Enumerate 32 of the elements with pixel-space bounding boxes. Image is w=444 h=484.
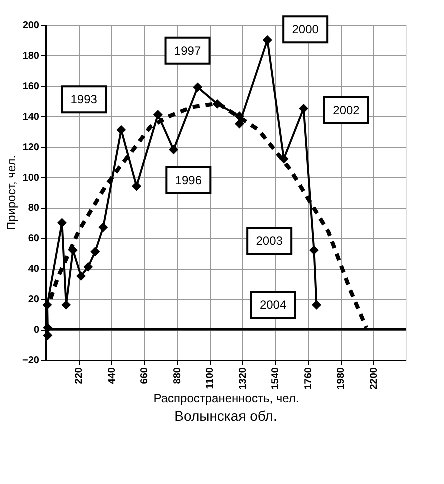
y-tick-label: 40 [28, 264, 40, 276]
x-tick-label: 1980 [336, 367, 348, 390]
y-tick-label: 120 [22, 142, 40, 154]
annotation: 1997 [174, 44, 202, 58]
x-tick-label: 660 [140, 367, 151, 384]
x-tick-label: 2200 [368, 367, 380, 390]
y-tick-label: 200 [22, 20, 40, 32]
y-axis-title: Прирост, чел. [4, 155, 19, 231]
x-tick-label: 1320 [238, 367, 249, 390]
text: Волынская обл. [174, 408, 278, 424]
annotation: 2002 [333, 103, 360, 118]
y-tick-label: 0 [34, 325, 40, 336]
x-tick-label: 1100 [205, 367, 216, 390]
x-tick-label: 880 [172, 367, 184, 384]
y-tick-label: 80 [28, 203, 40, 214]
x-tick-label: 220 [74, 367, 86, 384]
y-tick-label: 160 [22, 81, 40, 92]
x-tick-label: 1540 [270, 367, 282, 390]
y-tick-label: −20 [22, 356, 40, 366]
annotation: 2004 [260, 298, 287, 312]
annotation: 1993 [70, 92, 98, 107]
y-tick-label: 100 [22, 172, 40, 184]
x-tick-label: 1760 [303, 367, 314, 390]
annotation: 2000 [292, 22, 320, 37]
annotation: 2003 [256, 234, 284, 248]
y-tick-label: 180 [22, 50, 40, 62]
y-tick-label: 20 [28, 294, 40, 306]
x-tick-label: 440 [106, 367, 118, 384]
annotation: 1996 [175, 173, 202, 188]
y-tick-label: 140 [22, 112, 40, 123]
y-tick-label: 60 [28, 234, 40, 245]
x-axis-title: Распространенность, чел. [154, 392, 300, 406]
